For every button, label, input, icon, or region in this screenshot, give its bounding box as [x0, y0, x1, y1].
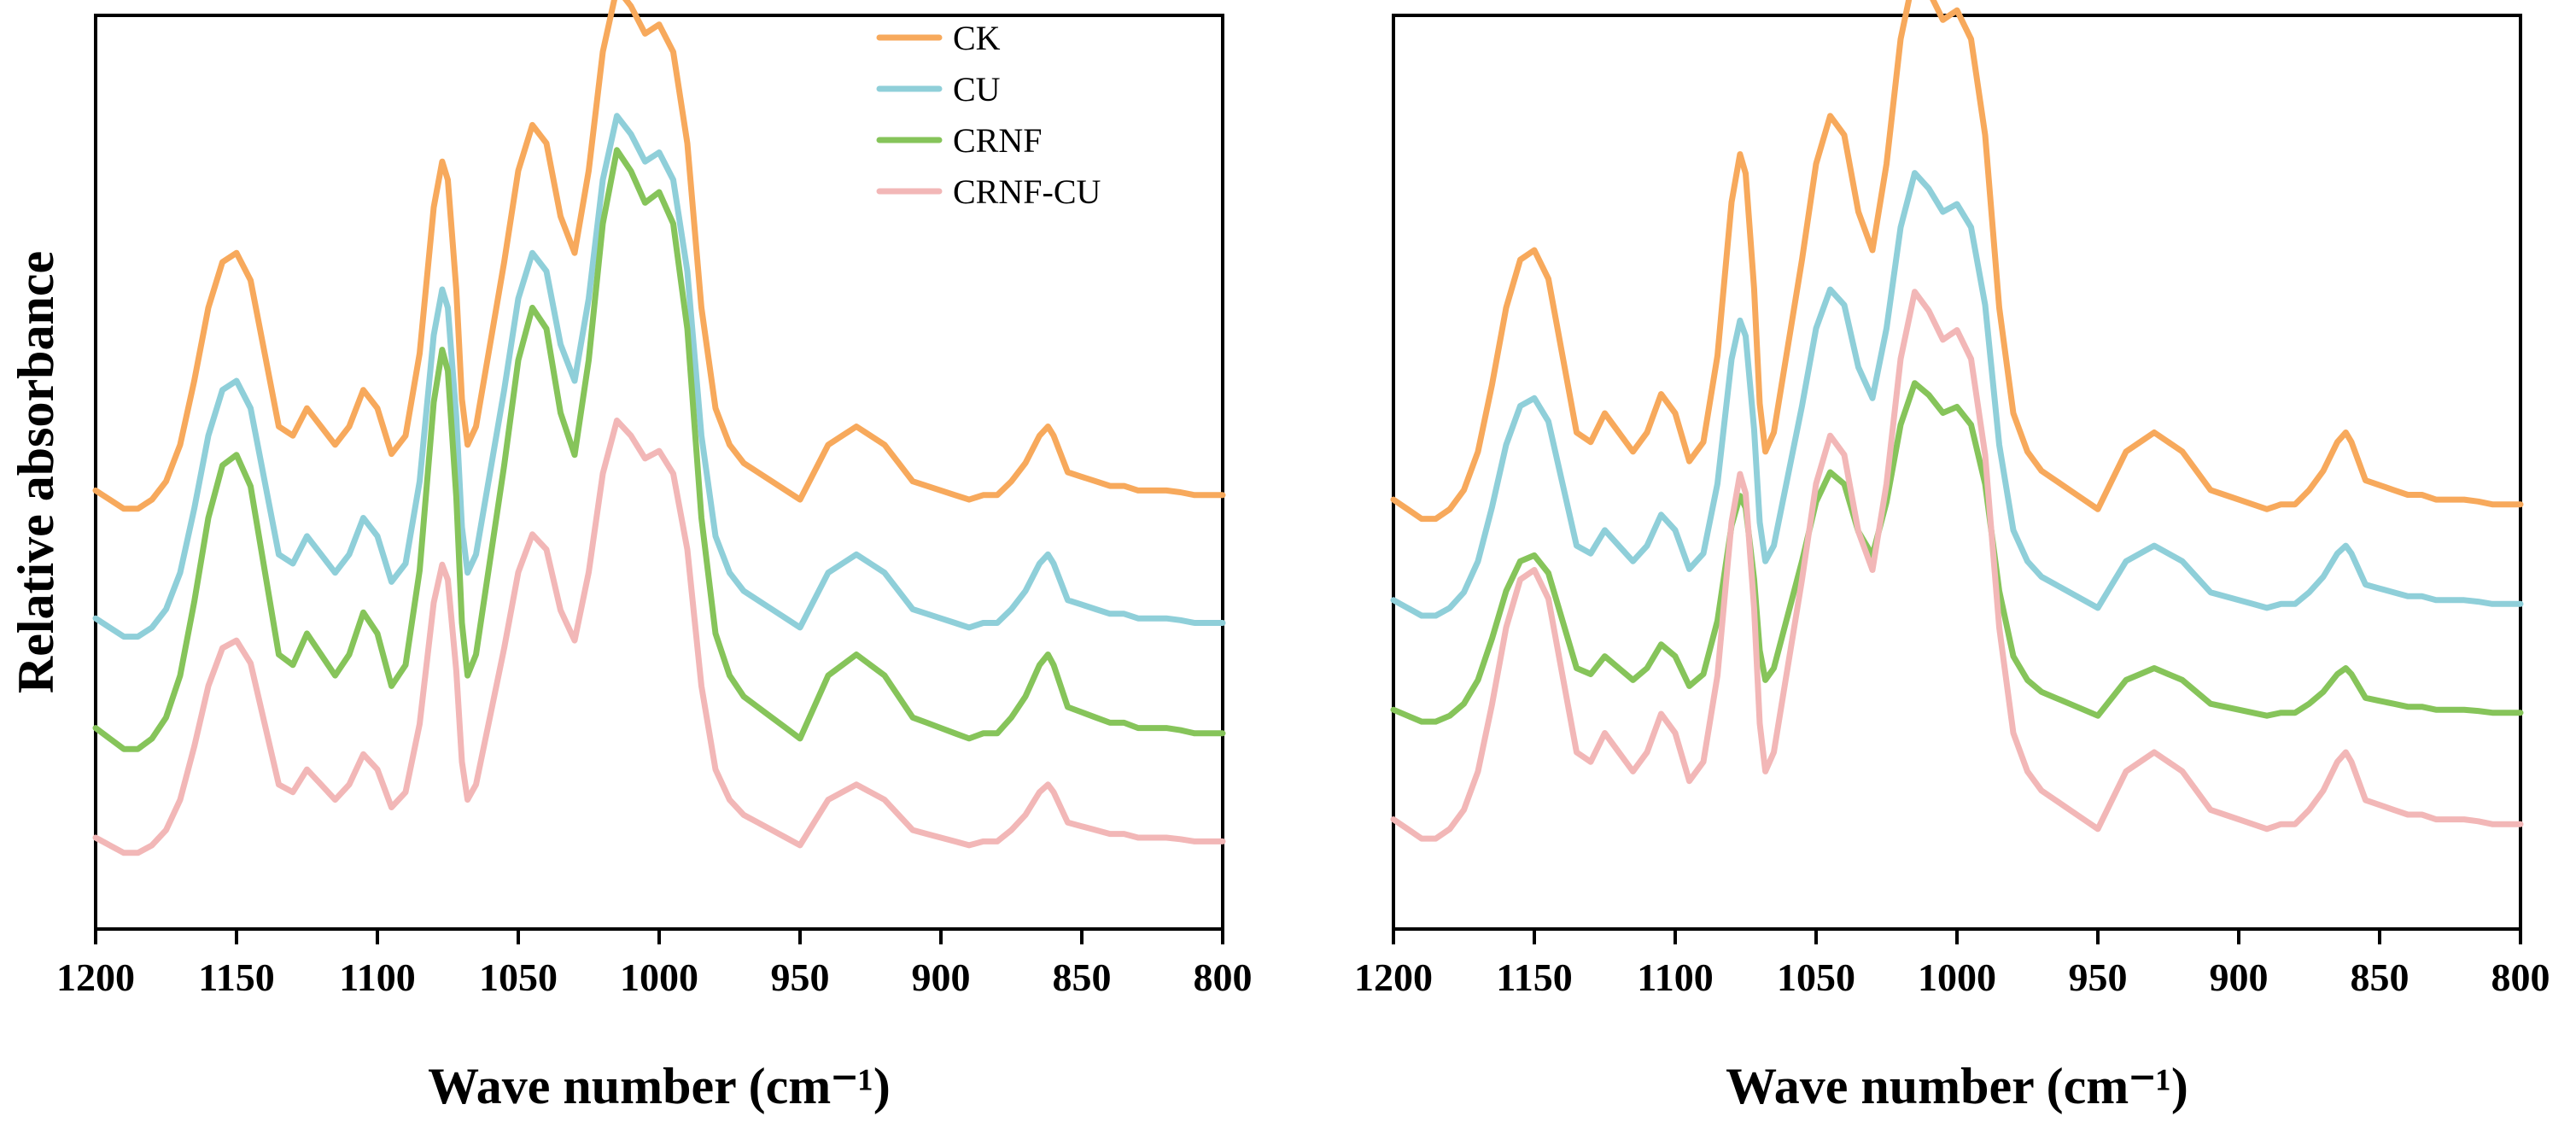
x-tick-label: 1000 [620, 955, 698, 999]
series-line-crnf [92, 147, 1226, 752]
x-tick-label: 1050 [479, 955, 558, 999]
x-axis-label: Wave number (cm⁻¹) [1726, 1058, 2188, 1114]
x-tick-label: 800 [2491, 955, 2550, 999]
x-tick-label: 1200 [1354, 955, 1433, 999]
x-tick-label: 1150 [1496, 955, 1572, 999]
legend-label-cu: CU [953, 70, 1001, 108]
x-tick-label: 1050 [1777, 955, 1855, 999]
x-tick-label: 1200 [56, 955, 135, 999]
legend-label-crnf-cu: CRNF-CU [953, 172, 1101, 211]
x-tick-label: 850 [2351, 955, 2410, 999]
x-tick-label: 950 [2069, 955, 2128, 999]
legend-label-crnf: CRNF [953, 121, 1043, 160]
legend: CK CU CRNF CRNF-CU [876, 19, 1101, 211]
x-axis-label: Wave number (cm⁻¹) [428, 1058, 891, 1114]
y-axis-label: Relative absorbance [8, 251, 64, 693]
series-line-ck [1390, 0, 2524, 523]
x-tick-label: 850 [1053, 955, 1112, 999]
x-tick-label: 950 [771, 955, 830, 999]
x-tick-label: 1150 [198, 955, 274, 999]
x-tick-label: 900 [912, 955, 971, 999]
legend-label-ck: CK [953, 19, 1001, 57]
series-line-crnf [1390, 380, 2524, 725]
x-tick-label: 900 [2210, 955, 2269, 999]
x-tick-label: 1000 [1918, 955, 1996, 999]
series-line-crnf-cu [92, 418, 1226, 856]
series-line-cu [92, 113, 1226, 640]
x-tick-label: 1100 [1637, 955, 1713, 999]
series-line-cu [1390, 170, 2524, 619]
series-line-ck [92, 0, 1226, 512]
chart-panel-right: 1200 1150 1100 1050 1000 950 900 850 800 Wave num… [1354, 0, 2550, 1114]
chart-panel-left: 1200 1150 1100 1050 1000 950 900 850 800 Wave num… [8, 0, 1253, 1114]
series-line-crnf-cu [1390, 289, 2524, 842]
x-tick-label: 800 [1194, 955, 1253, 999]
x-tick-label: 1100 [339, 955, 415, 999]
